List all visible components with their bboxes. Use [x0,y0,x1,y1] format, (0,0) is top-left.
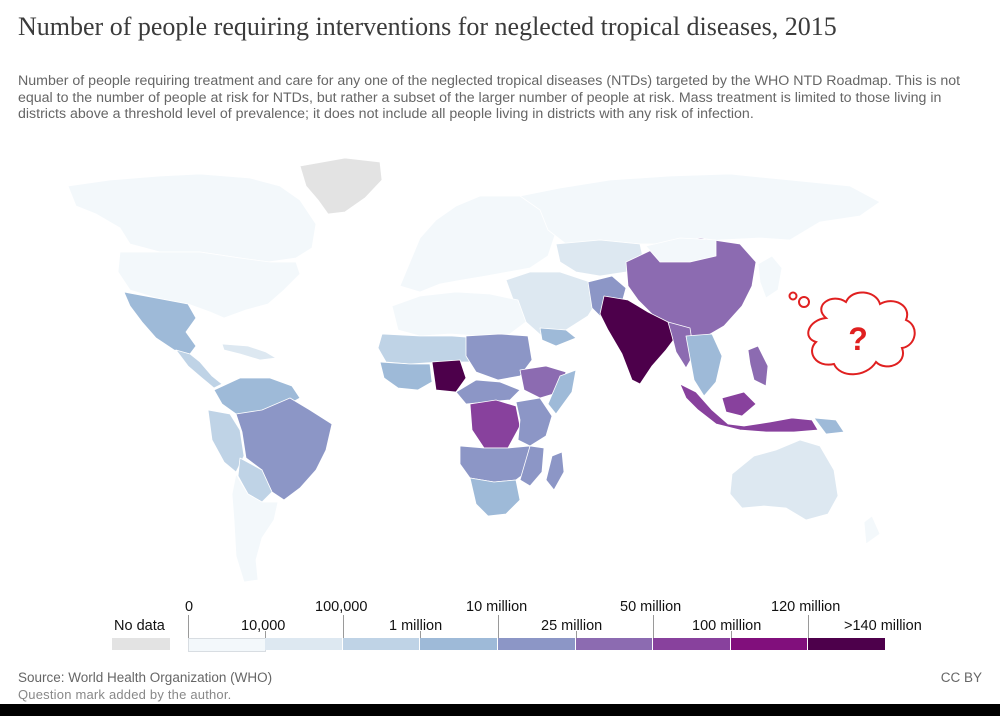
region-china[interactable] [625,237,757,341]
legend-tick [188,615,189,650]
region-brazil[interactable] [235,397,333,501]
legend-swatch-6 [576,638,653,650]
legend-swatch-4 [420,638,498,650]
legend-label-100m: 100 million [692,618,762,634]
chart-subtitle: Number of people requiring treatment and… [18,73,961,122]
world-map: ? [67,157,916,583]
region-somalia[interactable] [547,369,577,415]
legend-label-140m: >140 million [844,618,922,634]
region-australia[interactable] [729,439,839,521]
question-mark-annotation [788,291,916,376]
legend-swatch-1 [188,638,266,652]
license-label: CC BY [940,670,982,685]
region-png[interactable] [813,417,845,435]
region-japan[interactable] [757,255,783,299]
legend: No data 0 100,000 10 million 50 million … [0,595,1000,655]
legend-swatch-9 [808,638,886,650]
region-caribbean[interactable] [221,343,277,361]
legend-swatch-3 [343,638,420,650]
region-central-asia[interactable] [555,239,645,277]
legend-label-25m: 25 million [541,618,603,634]
author-note: Question mark added by the author. [18,687,232,702]
region-drc[interactable] [469,399,521,449]
region-india[interactable] [599,295,679,385]
region-indonesia[interactable] [679,383,819,433]
region-myanmar[interactable] [667,321,695,369]
region-east-africa[interactable] [515,397,553,447]
legend-swatch-8 [731,638,808,650]
region-central-america[interactable] [175,349,223,389]
region-philippines[interactable] [747,345,769,387]
region-west-africa[interactable] [379,361,433,391]
region-yemen[interactable] [539,327,577,347]
region-sudan-chad[interactable] [465,333,533,381]
chart-title: Number of people requiring interventions… [18,12,837,41]
region-central-africa[interactable] [455,379,521,405]
bottom-border [0,704,1000,716]
legend-tick [343,615,344,650]
region-argentina-chile[interactable] [231,473,279,583]
legend-label-100k: 100,000 [315,599,368,615]
region-usa[interactable] [117,251,301,319]
region-russia[interactable] [519,173,881,245]
legend-swatch-7 [653,638,731,650]
legend-label-120m: 120 million [771,599,841,615]
legend-no-data-label: No data [114,618,165,634]
region-madagascar[interactable] [545,451,565,491]
region-south-africa[interactable] [469,477,521,517]
legend-label-10m: 10 million [466,599,528,615]
legend-no-data-swatch [112,638,170,650]
region-greenland[interactable] [299,157,383,215]
legend-swatch-2 [265,638,343,650]
legend-swatch-5 [498,638,576,650]
region-north-africa[interactable] [391,291,527,337]
region-mexico[interactable] [123,291,197,355]
region-mongolia[interactable] [645,237,717,263]
legend-tick [498,615,499,650]
region-new-zealand[interactable] [863,515,881,545]
legend-tick [808,615,809,650]
legend-label-10k: 10,000 [241,618,286,634]
question-mark: ? [848,321,868,357]
legend-label-1m: 1 million [389,618,443,634]
legend-label-0: 0 [185,599,194,615]
legend-tick [653,615,654,650]
region-nigeria[interactable] [431,359,467,393]
region-mozambique[interactable] [519,445,545,487]
legend-label-50m: 50 million [620,599,682,615]
source-note: Source: World Health Organization (WHO) [18,670,273,685]
region-canada[interactable] [67,173,317,263]
region-indochina[interactable] [685,333,723,397]
